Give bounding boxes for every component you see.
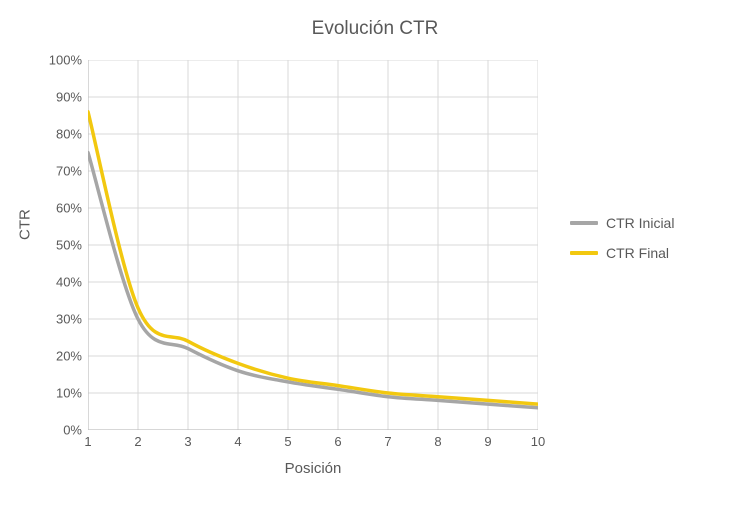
y-tick-label: 20% [40,349,82,364]
x-tick-label: 4 [234,434,241,449]
x-tick-label: 10 [531,434,545,449]
series-line-0 [88,153,538,408]
legend-swatch [570,251,598,255]
x-tick-label: 7 [384,434,391,449]
x-tick-label: 8 [434,434,441,449]
chart-title: Evolución CTR [0,0,750,40]
y-tick-label: 90% [40,90,82,105]
x-tick-label: 2 [134,434,141,449]
legend: CTR Inicial CTR Final [570,215,674,275]
y-tick-label: 10% [40,386,82,401]
legend-item: CTR Final [570,245,674,261]
legend-item: CTR Inicial [570,215,674,231]
y-tick-label: 100% [40,53,82,68]
y-axis-label: CTR [17,209,34,240]
x-tick-label: 9 [484,434,491,449]
chart-container: Evolución CTR CTR 0% 10% 20% 30% 40% 50% 60% 70… [0,0,750,510]
x-tick-label: 3 [184,434,191,449]
series-line-1 [88,112,538,404]
y-tick-label: 80% [40,127,82,142]
plot-area [88,60,538,430]
y-tick-label: 30% [40,312,82,327]
y-tick-label: 70% [40,164,82,179]
x-tick-label: 1 [84,434,91,449]
x-tick-label: 5 [284,434,291,449]
legend-label: CTR Inicial [606,215,674,231]
y-tick-labels: 0%10%20%30%40%50%60%70%80%90%100% [40,60,82,430]
x-axis-label: Posición [88,460,538,477]
y-tick-label: 40% [40,275,82,290]
y-tick-label: 60% [40,201,82,216]
x-tick-labels: 12345678910 [88,434,538,454]
legend-swatch [570,221,598,225]
plot-svg [88,60,538,430]
legend-label: CTR Final [606,245,669,261]
x-tick-label: 6 [334,434,341,449]
y-tick-label: 0% [40,423,82,438]
y-tick-label: 50% [40,238,82,253]
